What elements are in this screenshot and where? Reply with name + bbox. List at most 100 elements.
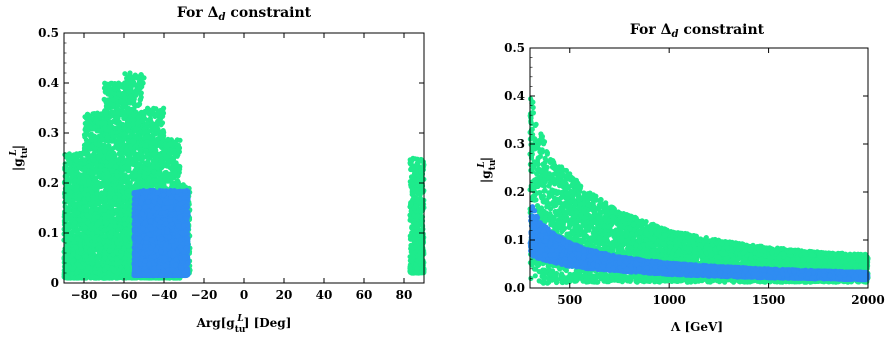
data-point: [92, 177, 98, 183]
data-point: [134, 102, 140, 108]
data-point: [159, 134, 165, 140]
data-point: [126, 193, 132, 199]
data-point: [70, 266, 76, 272]
data-point: [112, 125, 118, 131]
data-point: [89, 170, 95, 177]
data-point: [125, 127, 131, 133]
data-point: [124, 165, 131, 171]
data-point: [89, 189, 95, 195]
data-point: [92, 149, 98, 156]
data-point: [65, 244, 71, 250]
data-point: [71, 222, 77, 229]
data-point: [69, 258, 75, 264]
data-point: [154, 111, 160, 117]
data-point: [71, 239, 77, 245]
data-point: [102, 202, 108, 208]
data-point: [114, 173, 120, 179]
data-point: [64, 255, 70, 261]
data-point: [95, 262, 101, 268]
data-point: [108, 80, 114, 86]
data-point: [101, 142, 107, 148]
data-point: [116, 198, 122, 204]
data-point: [107, 163, 113, 169]
data-point: [130, 149, 136, 155]
data-point: [132, 183, 138, 189]
data-point: [109, 168, 115, 174]
data-point: [74, 230, 81, 236]
data-point: [70, 229, 76, 235]
data-point: [125, 269, 131, 275]
data-point: [68, 168, 74, 174]
data-point: [104, 239, 110, 245]
data-point: [85, 119, 91, 125]
data-point: [84, 140, 90, 146]
chart-left-title: For Δd constraint: [177, 5, 312, 23]
data-point: [90, 195, 96, 201]
data-point: [102, 275, 109, 281]
data-point: [137, 85, 144, 91]
data-point: [96, 154, 102, 160]
data-point: [116, 150, 122, 157]
data-point: [121, 184, 127, 190]
data-point: [62, 161, 68, 167]
data-point: [75, 254, 81, 260]
data-point: [142, 108, 148, 114]
data-point: [136, 173, 142, 179]
data-point: [112, 86, 118, 92]
data-point: [152, 149, 158, 155]
data-point: [87, 249, 93, 255]
data-point: [102, 120, 108, 126]
data-point: [96, 128, 102, 134]
data-point: [133, 126, 139, 132]
data-point: [64, 176, 70, 182]
data-point: [143, 148, 149, 154]
data-point: [156, 171, 162, 177]
data-point: [113, 231, 119, 238]
data-point: [131, 173, 137, 179]
data-point: [127, 133, 133, 139]
data-point: [116, 91, 122, 97]
data-point: [76, 217, 82, 223]
data-point: [133, 135, 139, 141]
data-point: [125, 110, 132, 116]
data-point: [90, 242, 97, 248]
data-point: [96, 200, 103, 206]
chart-left-points: [61, 70, 427, 281]
data-point: [89, 143, 95, 149]
data-point: [74, 210, 81, 216]
data-point: [122, 229, 128, 235]
data-point: [112, 223, 118, 229]
data-point: [127, 273, 133, 279]
data-point: [121, 91, 127, 97]
data-point: [113, 140, 119, 146]
data-point: [144, 120, 150, 126]
data-point: [113, 249, 119, 255]
data-point: [154, 163, 161, 169]
data-point: [122, 221, 128, 227]
data-point: [77, 206, 83, 212]
data-point: [83, 253, 89, 259]
data-point: [138, 72, 144, 78]
data-point: [107, 190, 113, 196]
data-point: [126, 188, 133, 194]
data-point: [158, 122, 164, 128]
data-point: [110, 102, 116, 108]
data-point: [81, 147, 88, 153]
data-point: [101, 190, 107, 196]
data-point: [82, 275, 88, 281]
data-point: [67, 160, 73, 166]
data-point: [126, 252, 132, 258]
data-point: [131, 112, 137, 118]
data-point: [142, 160, 148, 166]
data-point: [102, 255, 108, 261]
data-point: [142, 170, 148, 176]
data-point: [67, 197, 73, 203]
data-point: [86, 163, 92, 169]
data-point: [116, 119, 122, 125]
data-point: [73, 244, 79, 250]
data-point: [78, 242, 84, 248]
data-point: [122, 237, 129, 243]
data-point: [126, 89, 132, 95]
data-point: [122, 172, 128, 178]
